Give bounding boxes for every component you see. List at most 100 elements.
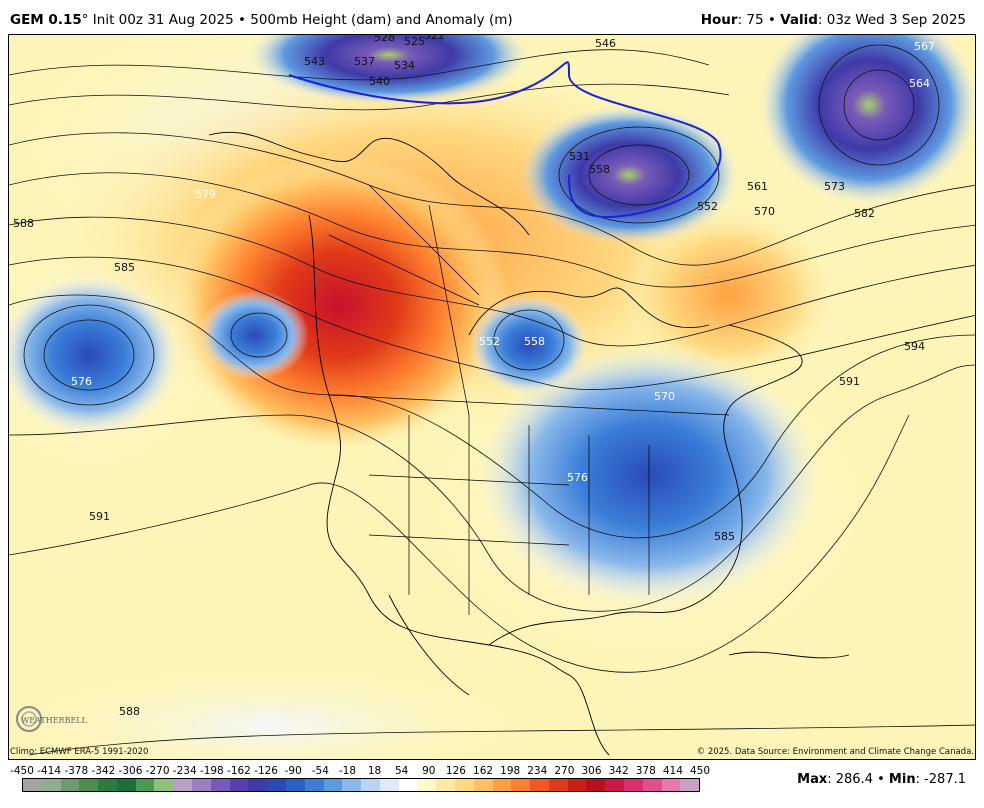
colorbar-swatch: [661, 779, 681, 791]
contour-label: 543: [304, 55, 325, 68]
colorbar-tick-label: 18: [367, 765, 382, 777]
colorbar-tick-label: -306: [118, 765, 143, 777]
colorbar-swatch: [192, 779, 211, 791]
baffin-low: [519, 105, 739, 245]
colorbar-swatch: [248, 779, 268, 791]
climo-note: Climo: ECMWF ERA-5 1991-2020: [10, 747, 149, 757]
contour-label: 570: [754, 205, 775, 218]
colorbar-tick-label: -162: [227, 765, 251, 777]
colorbar-tick-label: 270: [554, 765, 575, 777]
contour-label: 540: [369, 75, 390, 88]
colorbar-tick-label: -126: [254, 765, 278, 777]
colorbar-swatch: [79, 779, 99, 791]
political-borders: [328, 184, 730, 615]
height-contours: [9, 44, 975, 756]
header: GEM 0.15° Init 00z 31 Aug 2025 • 500mb H…: [0, 0, 984, 34]
contour-label: 522: [424, 35, 445, 42]
neutral-south: [9, 665, 529, 759]
5400-height-line: [288, 61, 722, 218]
contour-label: 558: [524, 335, 545, 348]
contour-label: 570: [654, 390, 675, 403]
contour-label: 528: [374, 35, 395, 44]
contour-label: 558: [589, 163, 610, 176]
colorbar-tick-label: -378: [64, 765, 89, 777]
contour-label: 576: [567, 471, 588, 484]
colorbar-swatch: [173, 779, 193, 791]
colorbar-swatch: [454, 779, 474, 791]
logo-text: WEATHERBELL: [21, 716, 88, 725]
contour-label: 567: [914, 40, 935, 53]
colorbar-swatch: [642, 779, 662, 791]
greenland-low: [759, 35, 975, 205]
colorbar-tick-label: -234: [172, 765, 197, 777]
colorbar-tick-labels: -450 -414 -378 -342 -306 -270 -234 -198 -162 -126…: [10, 765, 718, 779]
contour-label: 525: [404, 35, 425, 48]
colorbar-scale: [22, 778, 700, 792]
colorbar-swatch: [417, 779, 437, 791]
colorbar-tick-label: -450: [10, 765, 34, 777]
colorbar-swatch: [624, 779, 643, 791]
colorbar-swatch: [680, 779, 700, 791]
max-min-stats: Max: 286.4 • Min: -287.1: [797, 772, 966, 787]
colorbar-swatch: [530, 779, 549, 791]
colorbar-swatch: [229, 779, 249, 791]
positive-anomaly-east: [619, 205, 839, 385]
contour-label: 588: [13, 217, 34, 230]
coastlines: [208, 131, 850, 756]
colorbar-tick-label: 342: [608, 765, 629, 777]
contour-label: 564: [909, 77, 930, 90]
contour-label: 537: [354, 55, 375, 68]
colorbar-swatch: [60, 779, 80, 791]
colorbar-tick-label: -54: [311, 765, 329, 777]
colorbar-swatch: [473, 779, 493, 791]
contour-label: 579: [195, 188, 216, 201]
colorbar-tick-label: -90: [284, 765, 302, 777]
colorbar-tick-label: 162: [473, 765, 494, 777]
colorbar-tick-label: -414: [37, 765, 62, 777]
colorbar-swatch: [492, 779, 512, 791]
contour-label-group: 528 525 522 537 534 540 543 546 531 558 …: [13, 35, 935, 718]
colorbar-swatch: [304, 779, 324, 791]
colorbar-swatch: [511, 779, 531, 791]
colorbar-swatch: [586, 779, 606, 791]
weather-map: 528 525 522 537 534 540 543 546 531 558 …: [8, 34, 976, 760]
colorbar-swatch: [323, 779, 343, 791]
contour-label: 585: [714, 530, 735, 543]
pacific-trough: [9, 275, 179, 435]
colorbar-swatch: [116, 779, 136, 791]
weatherbell-logo: WEATHERBELL: [16, 706, 88, 732]
colorbar-swatch: [548, 779, 568, 791]
colorbar-swatch: [567, 779, 587, 791]
colorbar-tick-label: 378: [635, 765, 656, 777]
colorbar-tick-label: -18: [338, 765, 357, 777]
colorbar-swatch: [398, 779, 418, 791]
contour-label: 552: [697, 200, 718, 213]
colorbar-tick-label: 54: [394, 765, 409, 777]
contour-label: 534: [394, 59, 415, 72]
contour-label: 588: [119, 705, 140, 718]
colorbar: -450 -414 -378 -342 -306 -270 -234 -198 -162 -126…: [0, 762, 984, 808]
contour-label: 591: [89, 510, 110, 523]
valid-time: Hour: 75 • Valid: 03z Wed 3 Sep 2025: [700, 12, 966, 28]
copyright-note: © 2025. Data Source: Environment and Cli…: [696, 747, 974, 757]
contour-label: 561: [747, 180, 768, 193]
contour-label: 585: [114, 261, 135, 274]
colorbar-tick-label: 198: [500, 765, 521, 777]
model-title: GEM 0.15° Init 00z 31 Aug 2025 • 500mb H…: [10, 12, 513, 28]
colorbar-swatch: [98, 779, 117, 791]
colorbar-tick-label: 450: [689, 765, 711, 777]
contour-label: 582: [854, 207, 875, 220]
colorbar-tick-label: -270: [145, 765, 170, 777]
colorbar-swatch: [342, 779, 362, 791]
colorbar-swatch: [285, 779, 305, 791]
colorbar-tick-label: 126: [445, 765, 466, 777]
colorbar-tick-label: 414: [662, 765, 683, 777]
contour-label: 594: [904, 340, 925, 353]
colorbar-tick-label: 90: [422, 765, 436, 777]
contour-label: 576: [71, 375, 92, 388]
contour-label: 591: [839, 375, 860, 388]
colorbar-tick-label: 306: [581, 765, 602, 777]
colorbar-tick-label: -198: [199, 765, 224, 777]
contour-label: 531: [569, 150, 590, 163]
colorbar-swatch: [135, 779, 155, 791]
